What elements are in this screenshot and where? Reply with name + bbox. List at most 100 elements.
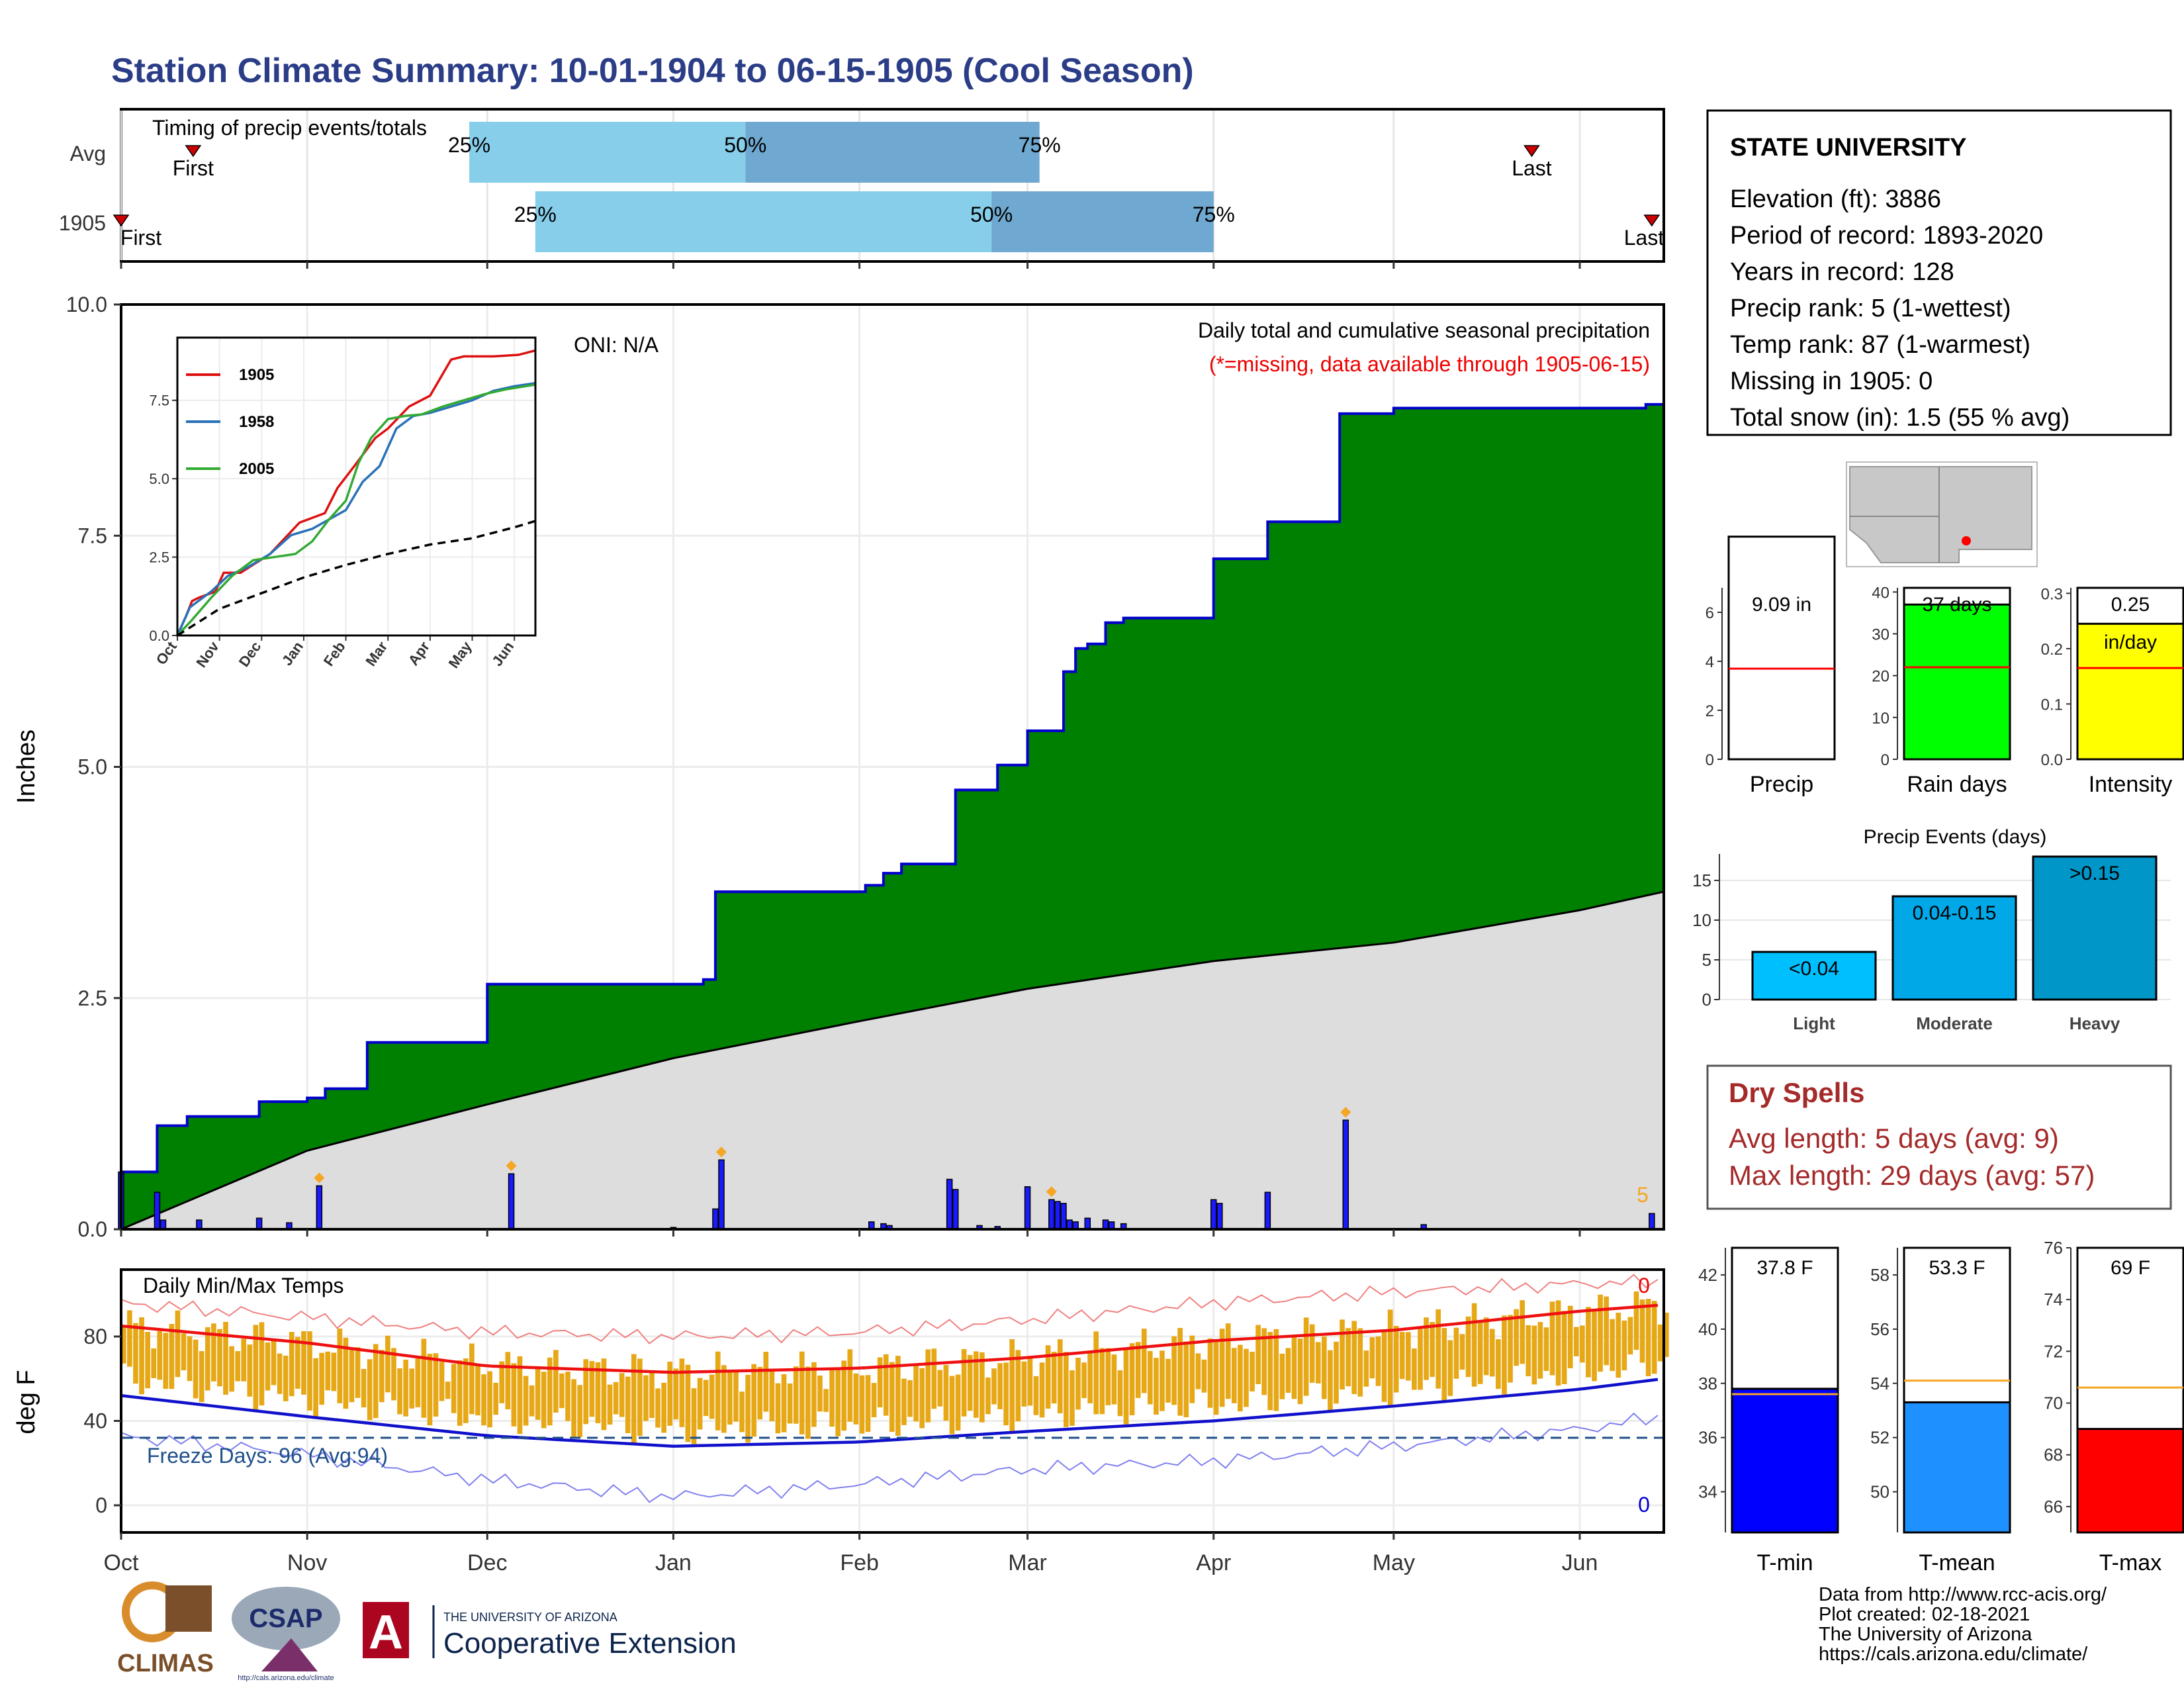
daily-temp-bar bbox=[1261, 1328, 1267, 1395]
month-tick-label: Apr bbox=[1196, 1550, 1231, 1575]
footer-logos: CLIMAS CSAP http://cals.arizona.edu/clim… bbox=[117, 1581, 737, 1682]
tmean-y-tick-label: 58 bbox=[1870, 1265, 1889, 1285]
daily-temp-bar bbox=[763, 1352, 769, 1412]
timing-row-label-avg: Avg bbox=[69, 142, 106, 165]
daily-temp-bar bbox=[1315, 1342, 1321, 1383]
inset-legend: 1905 1958 2005 bbox=[186, 366, 274, 478]
daily-temp-bar bbox=[1309, 1324, 1315, 1383]
daily-temp-bar bbox=[319, 1352, 324, 1405]
daily-temp-bar bbox=[1231, 1348, 1237, 1403]
daily-temp-bar bbox=[391, 1348, 396, 1401]
daily-temp-bar bbox=[811, 1362, 817, 1427]
daily-precip-bar bbox=[255, 1217, 263, 1230]
precip-y-tick-label: 0.0 bbox=[78, 1217, 107, 1241]
daily-temp-bar bbox=[1207, 1338, 1213, 1408]
info-line-precip-rank: Precip rank: 5 (1-wettest) bbox=[1730, 295, 2011, 322]
inset-legend-label: 1905 bbox=[239, 366, 274, 384]
daily-temp-bar bbox=[277, 1353, 283, 1394]
daily-temp-bar bbox=[1225, 1323, 1231, 1399]
intensity-y-tick-label: 0.0 bbox=[2041, 751, 2063, 769]
events-y-tick-label: 15 bbox=[1692, 870, 1711, 890]
daily-temp-bar bbox=[1250, 1352, 1255, 1391]
month-tick-label: Mar bbox=[1008, 1550, 1047, 1575]
precip-summary-bars: 0 2 4 6 9.09 in Precip 0 10 20 30 40 37 days Rain da… bbox=[1706, 536, 2184, 797]
daily-temp-bar bbox=[757, 1366, 763, 1420]
daily-temp-bar bbox=[1147, 1350, 1153, 1405]
daily-temp-bar bbox=[709, 1374, 715, 1419]
climas-logo-text: CLIMAS bbox=[117, 1650, 214, 1677]
daily-temp-bar bbox=[481, 1374, 486, 1426]
daily-temp-bar bbox=[427, 1354, 433, 1426]
daily-temp-bar bbox=[607, 1384, 613, 1425]
precip-y-tick-label: 4 bbox=[1706, 653, 1714, 671]
daily-temp-bar bbox=[913, 1364, 919, 1422]
tmin-y-tick-label: 42 bbox=[1698, 1265, 1717, 1285]
daily-temp-bar bbox=[241, 1338, 247, 1382]
daily-precip-bar bbox=[952, 1189, 959, 1230]
daily-temp-bar bbox=[127, 1310, 132, 1367]
daily-temp-bar bbox=[1399, 1332, 1405, 1380]
average-precip-area bbox=[121, 892, 1664, 1229]
timing-panel: 25% 50% 75% First Last 25% 50% 75% First Last Tim… bbox=[59, 108, 1665, 263]
precip-event-category-label: Heavy bbox=[2070, 1013, 2120, 1033]
daily-temp-bar bbox=[403, 1360, 408, 1417]
daily-temp-bar bbox=[817, 1375, 823, 1412]
precip-event-range-label: <0.04 bbox=[1789, 958, 1839, 980]
daily-temp-bar bbox=[703, 1380, 709, 1417]
daily-temp-bar bbox=[739, 1391, 745, 1432]
dry-spells-max: Max length: 29 days (avg: 57) bbox=[1729, 1160, 2095, 1191]
daily-temp-bar bbox=[547, 1357, 553, 1426]
events-y-tick-label: 0 bbox=[1702, 990, 1711, 1009]
daily-temp-bar bbox=[1633, 1291, 1639, 1350]
rain_days-y-tick-label: 0 bbox=[1881, 751, 1889, 769]
average-precip-line bbox=[120, 890, 1664, 1231]
daily-temp-bar bbox=[787, 1383, 793, 1424]
timing-bars: 25% 50% 75% First Last 25% 50% 75% First Last bbox=[113, 122, 1664, 252]
daily-temp-bar bbox=[1351, 1321, 1357, 1394]
daily-temp-bar bbox=[931, 1348, 937, 1409]
daily-temp-bar bbox=[667, 1361, 673, 1426]
daily-temp-bar bbox=[841, 1360, 847, 1431]
daily-temp-bar bbox=[1441, 1328, 1447, 1401]
daily-temp-bar bbox=[529, 1385, 535, 1417]
daily-precip-bar bbox=[316, 1185, 323, 1230]
daily-temp-bar bbox=[793, 1366, 799, 1424]
daily-temp-bar bbox=[895, 1356, 901, 1436]
daily-temp-bar bbox=[145, 1331, 150, 1389]
daily-temp-bar bbox=[1279, 1353, 1285, 1399]
daily-temp-bar bbox=[409, 1368, 415, 1409]
daily-temp-bar bbox=[139, 1317, 144, 1395]
daily-temp-bar bbox=[1045, 1345, 1051, 1409]
daily-temp-bar bbox=[253, 1325, 259, 1410]
daily-temp-bar bbox=[823, 1389, 829, 1412]
daily-temp-bar bbox=[1021, 1361, 1027, 1407]
daily-precip-bar bbox=[154, 1192, 161, 1230]
daily-temp-bar bbox=[559, 1373, 565, 1409]
snow-marker bbox=[1340, 1107, 1351, 1118]
events-y-tick-label: 5 bbox=[1702, 950, 1711, 970]
daily-temp-bar bbox=[655, 1388, 660, 1428]
daily-temp-bar bbox=[877, 1357, 883, 1408]
precip-events-title: Precip Events (days) bbox=[1864, 826, 2047, 848]
daily-temp-bar bbox=[1610, 1319, 1615, 1372]
daily-temp-bar bbox=[883, 1354, 889, 1416]
first-event-marker bbox=[113, 214, 130, 227]
daily-temp-bar bbox=[283, 1355, 289, 1401]
timing-q75-label: 75% bbox=[1193, 203, 1235, 226]
daily-temp-bar bbox=[535, 1368, 541, 1420]
daily-temp-bar bbox=[205, 1327, 210, 1391]
daily-temp-bar bbox=[1465, 1316, 1471, 1378]
daily-precip-bar bbox=[1054, 1201, 1061, 1230]
daily-temp-bar bbox=[955, 1374, 961, 1431]
daily-temp-bar bbox=[121, 1326, 126, 1364]
daily-temp-bar bbox=[1189, 1335, 1195, 1403]
daily-temp-bar bbox=[235, 1351, 241, 1382]
daily-temp-bar bbox=[1639, 1299, 1645, 1363]
daily-temp-bar bbox=[439, 1362, 445, 1401]
daily-temp-bar bbox=[1255, 1325, 1261, 1384]
daily-temp-bar bbox=[313, 1358, 318, 1417]
daily-temp-bar bbox=[1219, 1329, 1225, 1407]
precip-events-chart: Precip Events (days) 0 5 10 15 <0.04 Light 0.0… bbox=[1692, 826, 2171, 1033]
tmax-y-tick-label: 66 bbox=[2044, 1497, 2063, 1517]
daily-precip-bar bbox=[196, 1219, 203, 1230]
